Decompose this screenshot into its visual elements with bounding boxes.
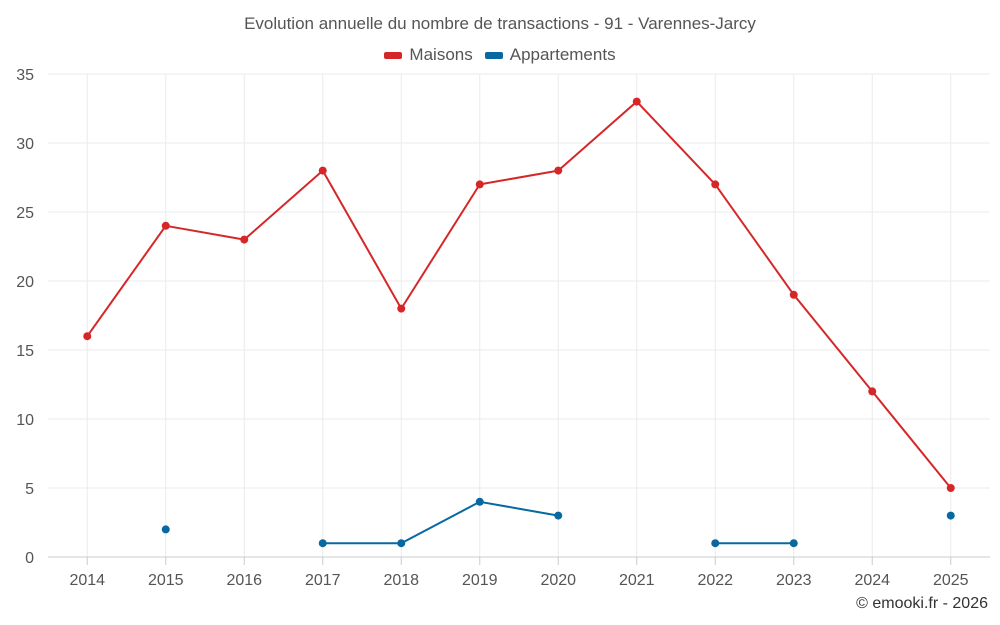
data-point-appartements[interactable] xyxy=(711,539,720,548)
x-tick-label: 2022 xyxy=(697,572,733,589)
y-tick-label: 30 xyxy=(16,136,34,153)
y-tick-label: 5 xyxy=(25,481,34,498)
legend: Maisons Appartements xyxy=(0,45,1000,65)
data-point-maisons[interactable] xyxy=(83,332,92,341)
data-point-appartements[interactable] xyxy=(789,539,798,548)
y-tick-label: 35 xyxy=(16,67,34,84)
series-line-maisons xyxy=(86,100,952,489)
y-tick-label: 10 xyxy=(16,412,34,429)
data-point-appartements[interactable] xyxy=(554,511,563,520)
data-point-maisons[interactable] xyxy=(475,180,484,189)
x-tick-label: 2020 xyxy=(540,572,576,589)
data-point-appartements[interactable] xyxy=(318,539,327,548)
data-point-maisons[interactable] xyxy=(789,290,798,299)
x-tick-label: 2021 xyxy=(619,572,655,589)
y-tick-label: 25 xyxy=(16,205,34,222)
legend-swatch-appartements xyxy=(484,51,503,59)
data-point-maisons[interactable] xyxy=(946,484,955,492)
legend-label-maisons: Maisons xyxy=(409,45,473,64)
x-tick-label: 2019 xyxy=(462,572,498,589)
data-point-maisons[interactable] xyxy=(397,304,406,313)
x-tick-label: 2018 xyxy=(383,572,419,589)
data-point-maisons[interactable] xyxy=(240,235,249,244)
legend-swatch-maisons xyxy=(384,51,403,59)
credit-text: © emooki.fr - 2026 xyxy=(856,595,988,612)
y-tick-label: 0 xyxy=(25,550,34,567)
data-point-appartements[interactable] xyxy=(946,511,955,520)
data-point-appartements[interactable] xyxy=(475,497,484,506)
x-tick-label: 2014 xyxy=(69,572,105,589)
data-point-maisons[interactable] xyxy=(161,221,170,230)
legend-item-appartements[interactable]: Appartements xyxy=(484,45,616,65)
legend-label-appartements: Appartements xyxy=(509,45,616,64)
series-line-appartements xyxy=(322,500,559,545)
data-point-appartements[interactable] xyxy=(397,539,406,548)
chart-title: Evolution annuelle du nombre de transact… xyxy=(244,14,756,33)
x-tick-label: 2024 xyxy=(854,572,890,589)
x-tick-label: 2017 xyxy=(305,572,341,589)
x-tick-label: 2015 xyxy=(148,572,184,589)
data-point-maisons[interactable] xyxy=(554,166,563,175)
x-tick-label: 2023 xyxy=(776,572,812,589)
data-point-appartements[interactable] xyxy=(161,525,170,534)
data-point-maisons[interactable] xyxy=(711,180,720,189)
data-point-maisons[interactable] xyxy=(868,387,877,396)
x-tick-label: 2025 xyxy=(933,572,969,589)
legend-item-maisons[interactable]: Maisons xyxy=(384,45,473,65)
x-tick-label: 2016 xyxy=(226,572,262,589)
y-tick-label: 15 xyxy=(16,343,34,360)
data-point-maisons[interactable] xyxy=(632,97,641,106)
data-point-maisons[interactable] xyxy=(318,166,327,175)
y-tick-label: 20 xyxy=(16,274,34,291)
